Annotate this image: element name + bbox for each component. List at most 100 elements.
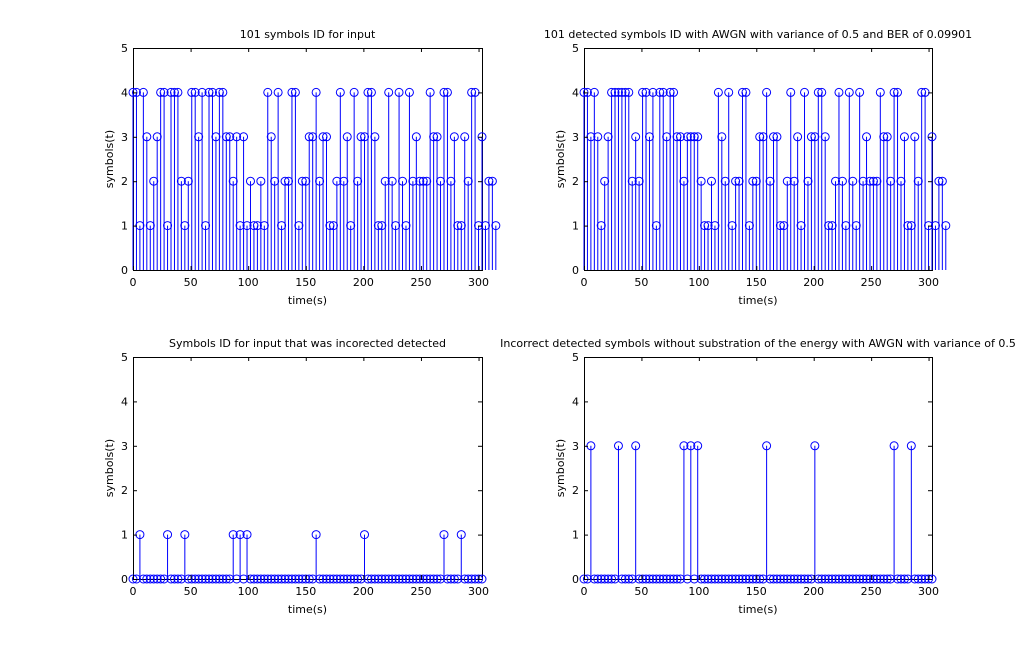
stem-marker xyxy=(218,574,228,584)
stem-marker xyxy=(848,176,858,186)
stem-marker xyxy=(865,574,875,584)
stem-marker xyxy=(145,221,155,231)
x-tick-label: 250 xyxy=(410,276,431,289)
stem-marker xyxy=(211,132,221,142)
y-tick-label: 4 xyxy=(572,86,579,99)
stem-marker xyxy=(793,132,803,142)
stem-marker xyxy=(596,574,606,584)
stem-marker xyxy=(693,132,703,142)
stem-marker xyxy=(183,574,193,584)
stem-marker xyxy=(353,574,363,584)
stem-marker xyxy=(235,221,245,231)
stem-marker xyxy=(703,221,713,231)
y-tick-label: 1 xyxy=(121,220,128,233)
y-tick-label: 2 xyxy=(121,484,128,497)
x-axis-label: time(s) xyxy=(738,603,777,616)
x-axis-label: time(s) xyxy=(288,294,327,307)
stem-marker xyxy=(875,87,885,97)
axis-ticks: 0 50 100 150 200 250 300 0 1 2 3 4 5 xyxy=(121,351,489,598)
stem-marker xyxy=(339,574,349,584)
stem-marker xyxy=(886,176,896,186)
stem-marker xyxy=(277,574,287,584)
subplot-input-symbols: 101 symbols ID for input 0 50 100 150 200 250… xyxy=(103,28,501,307)
stem-marker xyxy=(322,574,332,584)
stem-marker xyxy=(717,574,727,584)
stem-marker xyxy=(463,176,473,186)
stem-marker xyxy=(806,574,816,584)
x-tick-label: 50 xyxy=(634,276,648,289)
stem-marker xyxy=(769,132,779,142)
stem-marker xyxy=(899,574,909,584)
stem-marker xyxy=(394,574,404,584)
stem-marker xyxy=(487,176,497,186)
stem-marker xyxy=(827,221,837,231)
stem-marker xyxy=(672,132,682,142)
stem-marker xyxy=(221,132,231,142)
stem-marker xyxy=(277,221,287,231)
stem-marker xyxy=(772,574,782,584)
x-tick-label: 50 xyxy=(184,276,198,289)
stem-marker xyxy=(453,221,463,231)
stem-marker xyxy=(769,574,779,584)
stem-marker xyxy=(593,132,603,142)
stem-marker xyxy=(765,176,775,186)
stem-marker xyxy=(600,574,610,584)
stem-marker xyxy=(152,132,162,142)
stem-marker xyxy=(432,132,442,142)
stem-marker xyxy=(789,176,799,186)
stem-marker xyxy=(686,132,696,142)
stem-marker xyxy=(415,176,425,186)
subplot-incorrect-detected: Incorrect detected symbols without subst… xyxy=(500,337,1016,616)
stem-marker xyxy=(679,176,689,186)
stem-marker xyxy=(613,87,623,97)
stem-marker xyxy=(803,574,813,584)
stem-marker xyxy=(872,574,882,584)
stem-marker xyxy=(418,176,428,186)
y-tick-label: 3 xyxy=(572,440,579,453)
stem-marker xyxy=(879,574,889,584)
stem-marker xyxy=(617,87,627,97)
stem-marker xyxy=(242,530,252,540)
stem-marker xyxy=(366,574,376,584)
stem-marker xyxy=(748,176,758,186)
stem-marker xyxy=(249,221,259,231)
stem-marker xyxy=(703,574,713,584)
stem-marker xyxy=(893,87,903,97)
stem-marker xyxy=(169,87,179,97)
stem-marker xyxy=(689,132,699,142)
stem-marker xyxy=(655,574,665,584)
stem-marker xyxy=(917,87,927,97)
stem-marker xyxy=(789,574,799,584)
stem-marker xyxy=(851,221,861,231)
stem-marker xyxy=(610,574,620,584)
y-axis-label: symbols(t) xyxy=(554,130,567,188)
stem-marker xyxy=(142,132,152,142)
x-axis-label: time(s) xyxy=(738,294,777,307)
stem-marker xyxy=(765,574,775,584)
y-tick-label: 2 xyxy=(572,484,579,497)
stem-marker xyxy=(245,176,255,186)
axis-ticks: 0 50 100 150 200 250 300 0 1 2 3 4 5 xyxy=(572,42,939,289)
stem-marker xyxy=(800,87,810,97)
x-tick-label: 100 xyxy=(238,585,259,598)
stem-marker xyxy=(456,530,466,540)
stem-marker xyxy=(366,87,376,97)
stem-marker xyxy=(201,574,211,584)
stem-marker xyxy=(775,221,785,231)
stem-marker xyxy=(644,132,654,142)
stem-marker xyxy=(391,574,401,584)
stem-marker xyxy=(152,574,162,584)
stem-marker xyxy=(429,574,439,584)
stem-marker xyxy=(207,574,217,584)
stem-marker xyxy=(872,176,882,186)
stem-marker xyxy=(280,176,290,186)
stem-marker xyxy=(270,176,280,186)
stem-marker xyxy=(820,574,830,584)
y-axis-label: symbols(t) xyxy=(554,439,567,497)
stem-marker xyxy=(211,574,221,584)
x-tick-label: 250 xyxy=(861,585,882,598)
stem-marker xyxy=(831,176,841,186)
stem-marker xyxy=(259,221,269,231)
stem-marker xyxy=(449,574,459,584)
stem-marker xyxy=(679,441,689,451)
